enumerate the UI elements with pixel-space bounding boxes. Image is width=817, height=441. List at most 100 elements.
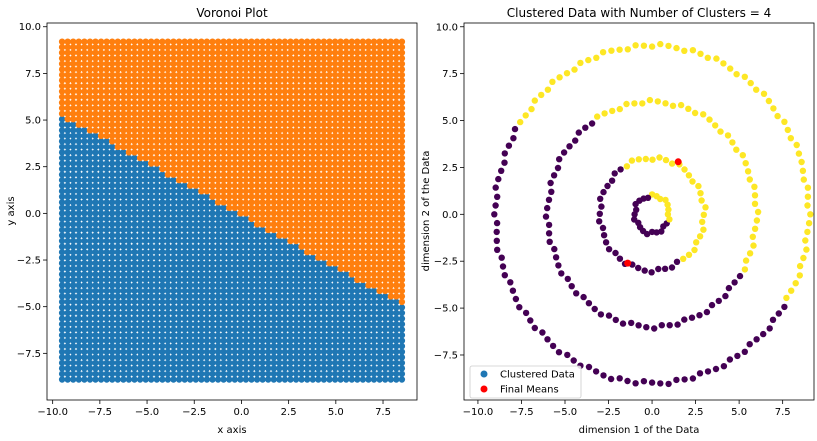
voronoi-point [75,210,83,217]
voronoi-point [237,143,244,151]
voronoi-point [109,320,116,328]
voronoi-point [198,82,205,90]
voronoi-point [97,82,105,90]
cluster-point [549,342,557,350]
voronoi-point [86,149,94,156]
voronoi-point [92,215,99,223]
voronoi-point [75,343,83,350]
voronoi-point [326,204,333,211]
voronoi-point [64,99,71,106]
voronoi-point [298,121,305,128]
voronoi-point [276,182,283,189]
voronoi-point [226,215,233,223]
voronoi-point [265,132,272,139]
voronoi-point [187,343,194,350]
voronoi-point [376,332,383,339]
voronoi-point [131,60,138,67]
cluster-point [689,47,697,54]
voronoi-point [387,182,394,189]
cluster-point [783,294,790,302]
voronoi-point [153,182,160,189]
voronoi-point [276,171,283,178]
voronoi-plot-y-tick-label: 5.0 [25,116,41,127]
cluster-point [800,254,807,262]
voronoi-point [86,376,94,383]
voronoi-point [120,221,127,228]
voronoi-point [120,44,127,51]
voronoi-point [242,287,250,295]
voronoi-point [365,332,372,339]
voronoi-point [181,66,188,73]
voronoi-point [136,232,144,239]
voronoi-point [393,93,400,101]
voronoi-point [142,210,149,217]
voronoi-point [320,337,328,344]
voronoi-point [370,282,378,289]
voronoi-point [170,282,177,289]
voronoi-point [203,332,211,339]
voronoi-point [58,215,66,223]
voronoi-point [265,287,272,295]
voronoi-point [370,121,378,128]
voronoi-point [398,165,406,173]
voronoi-point [237,132,244,139]
voronoi-point [175,237,183,245]
voronoi-point [376,55,383,62]
voronoi-point [265,204,272,211]
cluster-point [804,228,811,236]
voronoi-point [320,221,328,228]
voronoi-point [198,326,205,333]
voronoi-point [248,188,255,195]
voronoi-point [398,254,406,261]
voronoi-point [164,370,172,378]
voronoi-point [287,232,294,239]
voronoi-point [265,337,272,344]
voronoi-point [103,188,110,195]
voronoi-point [376,276,383,283]
voronoi-point [298,88,305,95]
voronoi-point [237,199,244,206]
voronoi-point [64,243,71,250]
voronoi-point [75,49,83,56]
voronoi-point [97,365,105,372]
voronoi-point [309,354,316,361]
voronoi-point [387,60,394,67]
voronoi-point [125,38,133,45]
voronoi-point [226,138,233,145]
voronoi-point [70,348,77,355]
voronoi-point [387,93,394,101]
voronoi-point [153,332,160,339]
voronoi-point [259,49,266,56]
voronoi-point [343,171,350,178]
voronoi-point [354,332,361,339]
voronoi-point [359,232,367,239]
voronoi-point [142,293,149,300]
voronoi-point [259,182,266,189]
voronoi-point [75,127,83,134]
voronoi-point [148,77,155,84]
voronoi-point [58,160,66,167]
voronoi-point [382,49,389,56]
voronoi-point [153,298,160,306]
cluster-point [689,178,696,185]
voronoi-point [109,38,116,45]
voronoi-point [198,232,205,239]
voronoi-point [398,199,406,206]
voronoi-point [70,376,77,383]
voronoi-point [159,348,166,355]
voronoi-point [81,376,88,383]
voronoi-point [125,149,133,156]
voronoi-point [114,248,122,256]
voronoi-point [198,138,205,145]
voronoi-point [114,110,122,117]
voronoi-point [287,293,294,300]
voronoi-point [359,199,367,206]
voronoi-point [315,149,322,156]
voronoi-point [142,282,149,289]
voronoi-point [343,60,350,67]
voronoi-point [320,49,328,56]
voronoi-point [125,320,133,328]
voronoi-point [281,121,289,128]
voronoi-point [164,309,172,317]
voronoi-point [281,165,289,173]
